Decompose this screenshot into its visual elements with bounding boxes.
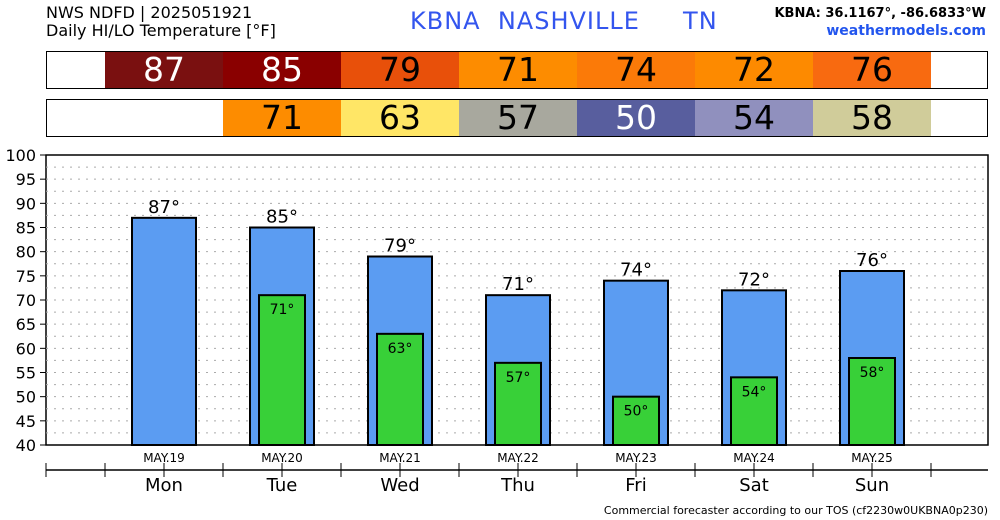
low-temp-cell: 58 [813,100,931,136]
low-temp-bar [258,294,306,446]
low-temp-bar [730,376,778,447]
station-coordinates: KBNA: 36.1167°, -86.6833°W [774,6,986,21]
day-label: Wed [380,475,419,496]
high-temp-cell: 72 [695,52,813,88]
low-temp-label: 57° [506,370,531,386]
high-temp-cell: 87 [105,52,223,88]
high-temp-label: 79° [384,236,416,257]
y-tick-label: 65 [16,315,36,334]
day-label: Thu [500,475,535,496]
day-label: Sun [855,475,889,496]
low-temp-label: 63° [388,341,413,357]
high-temp-label: 76° [856,250,888,271]
y-tick-label: 85 [16,219,36,238]
low-temp-label: 54° [742,384,767,400]
product-subtitle: Daily HI/LO Temperature [°F] [46,21,276,40]
low-temp-label: 71° [270,302,295,318]
y-tick-label: 80 [16,243,36,262]
low-temp-bar [612,395,660,446]
low-temp-bar [848,357,896,446]
site-link[interactable]: weathermodels.com [826,23,986,39]
date-label: MAY.23 [615,451,657,465]
date-label: MAY.25 [851,451,893,465]
high-temp-label: 72° [738,269,770,290]
low-temp-cell: 54 [695,100,813,136]
day-label: Tue [266,475,298,496]
station-title: KBNA NASHVILLE TN [410,7,718,35]
date-label: MAY.20 [261,451,303,465]
day-label: Mon [145,475,183,496]
low-temp-cell: 71 [223,100,341,136]
y-tick-label: 95 [16,170,36,189]
high-temp-cell: 71 [459,52,577,88]
y-tick-label: 60 [16,339,36,358]
y-tick-label: 45 [16,412,36,431]
date-label: MAY.22 [497,451,539,465]
low-temp-bar [376,332,424,447]
date-label: MAY.24 [733,451,775,465]
y-tick-label: 70 [16,291,36,310]
high-temp-cell: 76 [813,52,931,88]
y-tick-label: 100 [5,146,36,165]
y-tick-label: 40 [16,436,36,455]
high-temp-cell: 85 [223,52,341,88]
y-tick-label: 55 [16,364,36,383]
y-tick-label: 75 [16,267,36,286]
y-tick-label: 90 [16,194,36,213]
high-temp-label: 85° [266,207,298,228]
low-temp-strip: 71 63 57 50 54 58 [46,99,988,137]
day-label: Sat [739,475,769,496]
low-temp-label: 58° [860,365,885,381]
high-temp-label: 71° [502,274,534,295]
y-tick-label: 50 [16,388,36,407]
low-temp-label: 50° [624,404,649,420]
date-label: MAY.19 [143,451,185,465]
low-temp-bar [494,361,542,447]
low-temp-cell: 57 [459,100,577,136]
low-temp-cell: 50 [577,100,695,136]
low-temp-cell: 63 [341,100,459,136]
high-temp-cell: 79 [341,52,459,88]
product-title: NWS NDFD | 2025051921 [46,3,253,22]
day-label: Fri [625,475,646,496]
footer-note: Commercial forecaster according to our T… [603,504,988,517]
high-temp-cell: 74 [577,52,695,88]
high-temp-label: 74° [620,260,652,281]
high-temp-bar [131,216,197,446]
date-label: MAY.21 [379,451,421,465]
high-temp-label: 87° [148,197,180,218]
high-temp-strip: 87 85 79 71 74 72 76 [46,51,988,89]
